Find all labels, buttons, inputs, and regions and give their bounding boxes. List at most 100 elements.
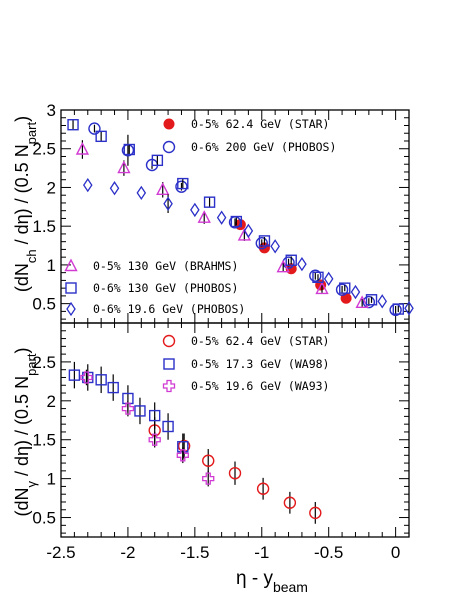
legend-marker (162, 334, 176, 348)
data-point (117, 160, 131, 174)
data-point (80, 371, 93, 384)
data-point (365, 294, 378, 306)
x-tick-label: 0 (391, 543, 400, 562)
legend-label: 0-6% 200 GeV (PHOBOS) (191, 140, 336, 154)
data-point (335, 283, 349, 296)
data-point (107, 381, 119, 394)
data-point (176, 449, 189, 462)
top-legend-entry-1: 0-6% 200 GeV (PHOBOS) (162, 140, 336, 154)
data-point (297, 256, 307, 272)
data-point (323, 271, 334, 287)
legend-marker (64, 258, 78, 272)
data-point (339, 282, 351, 294)
bottom-y-label-part1: (dN (12, 487, 32, 516)
data-point (75, 141, 90, 155)
bottom-y-label-part3: ) (12, 348, 32, 354)
data-point (202, 454, 215, 467)
legend-marker (66, 301, 76, 317)
data-point (255, 237, 268, 250)
data-point (156, 182, 170, 195)
data-point (256, 482, 270, 495)
bottom-y-tick-label: 1 (47, 470, 56, 489)
top-legend-entry-2: 0-5% 130 GeV (BRAHMS) (64, 258, 238, 273)
legend-marker (162, 140, 176, 154)
data-point (197, 210, 211, 223)
top-series-3 (67, 119, 404, 315)
bottom-y-tick-label: 1.5 (32, 431, 56, 450)
data-point (350, 284, 361, 300)
x-label-main: η - y (236, 568, 273, 589)
bottom-y-tick-label: 2.5 (32, 353, 56, 372)
data-point (162, 420, 174, 433)
data-point (95, 130, 107, 143)
legend-label: 0-5% 130 GeV (BRAHMS) (93, 259, 238, 273)
bottom-legend-entry-0: 0-5% 62.4 GeV (STAR) (162, 334, 329, 348)
data-point (151, 154, 164, 167)
x-tick-label: -1 (254, 543, 269, 562)
data-point (121, 402, 135, 415)
x-axis-label: η - ybeam (236, 568, 308, 595)
data-point (82, 177, 93, 193)
bottom-panel: -2.5 -2 -1.5 -1 -0.5 0 0.5 1 1.5 2 2.5 0-5% 62.4 Ge… (32, 322, 410, 562)
data-point (88, 122, 101, 135)
data-point (230, 215, 243, 228)
data-point (312, 271, 324, 284)
top-y-label-part1: (dN (12, 263, 32, 292)
top-legend-entry-0: 0-5% 62.4 GeV (STAR) (163, 117, 329, 131)
data-point (175, 180, 188, 193)
top-y-tick-label: 2 (47, 178, 56, 197)
data-point (148, 433, 161, 446)
bottom-series-1 (68, 361, 189, 460)
data-point (216, 210, 227, 225)
data-point (377, 294, 388, 309)
data-point (123, 143, 135, 156)
data-point (163, 196, 173, 211)
data-point (309, 269, 322, 282)
data-point (136, 185, 147, 201)
top-y-label-part2: / dη) / (0.5 N (12, 144, 32, 249)
x-tick-label: -2.5 (46, 543, 75, 562)
data-point (315, 281, 329, 295)
legend-label: 0-5% 62.4 GeV (STAR) (191, 334, 329, 348)
bottom-series-2 (80, 369, 215, 487)
top-panel: 0.5 1 1.5 2 2.5 3 0-5% 62.4 GeV (STAR) 0-6% 200… (32, 101, 414, 324)
data-point (243, 223, 254, 239)
top-y-label-part3: ) (12, 116, 32, 122)
data-point (362, 295, 376, 309)
legend-marker (163, 118, 175, 130)
top-series-4 (82, 177, 414, 316)
data-point (228, 466, 242, 480)
data-point (109, 181, 120, 196)
data-point (68, 369, 81, 381)
top-y-label-sub1: ch (24, 249, 39, 263)
legend-marker (163, 358, 175, 370)
data-point (285, 254, 297, 266)
legend-label: 0-5% 17.3 GeV (WA98) (191, 357, 329, 371)
data-point (95, 374, 107, 386)
bottom-series-0 (148, 417, 322, 524)
legend-label: 0-6% 130 GeV (PHOBOS) (93, 281, 238, 295)
data-point (392, 303, 404, 315)
bottom-y-label-part2: / dη) / (0.5 N (12, 376, 32, 481)
top-legend-entry-4: 0-6% 19.6 GeV (PHOBOS) (66, 301, 245, 317)
legend-label: 0-5% 62.4 GeV (STAR) (191, 117, 329, 131)
data-point (404, 301, 414, 316)
data-point (270, 239, 280, 254)
bottom-legend-entry-2: 0-5% 19.6 GeV (WA93) (162, 379, 329, 393)
data-point (258, 235, 271, 247)
axis-labels: (dNch / dη) / (0.5 Npart) (dNγ / dη) / (… (12, 116, 308, 595)
x-tick-label: -0.5 (314, 543, 343, 562)
top-y-tick-label: 3 (47, 101, 56, 120)
legend-marker (65, 282, 77, 294)
legend-label: 0-6% 19.6 GeV (PHOBOS) (93, 302, 245, 316)
data-point (134, 405, 146, 417)
top-legend-entry-3: 0-6% 130 GeV (PHOBOS) (65, 281, 238, 295)
data-point (283, 496, 297, 509)
data-point (67, 119, 79, 131)
data-point (177, 177, 189, 190)
bottom-legend-entry-1: 0-5% 17.3 GeV (WA98) (163, 357, 329, 371)
bottom-y-axis-label: (dNγ / dη) / (0.5 Npart) (12, 348, 39, 517)
bottom-plot-frame (60, 322, 410, 538)
legend-marker (162, 379, 176, 393)
